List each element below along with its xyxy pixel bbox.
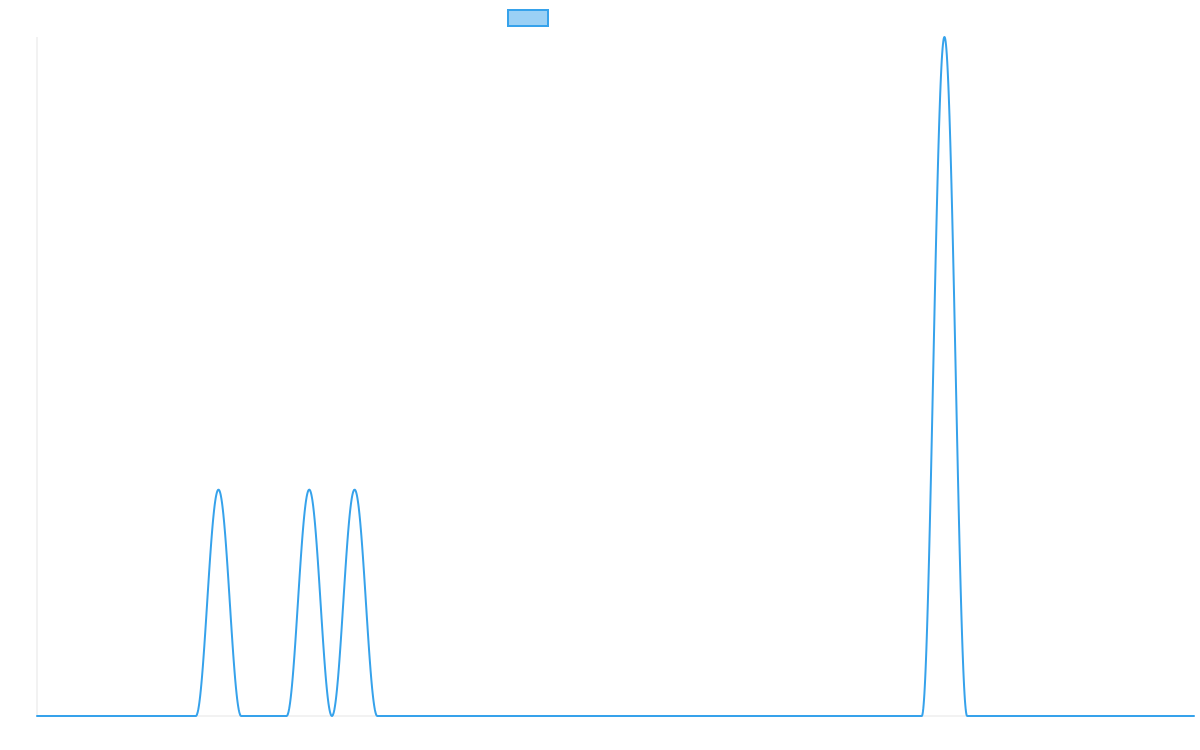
peak-point-2[interactable]	[349, 484, 361, 496]
legend[interactable]	[507, 9, 549, 27]
series-line-0	[36, 36, 1195, 717]
series-layer	[36, 31, 1195, 717]
peak-point-3[interactable]	[938, 31, 950, 43]
legend-swatch[interactable]	[507, 9, 549, 27]
peak-point-0[interactable]	[212, 484, 224, 496]
peak-point-1[interactable]	[303, 484, 315, 496]
